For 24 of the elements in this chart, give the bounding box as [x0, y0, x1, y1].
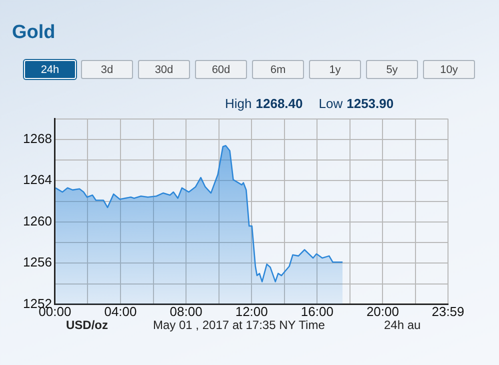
range-button: 1y — [309, 60, 361, 79]
x-tick-label: 20:00 — [366, 304, 399, 319]
y-tick-label: 1256 — [23, 254, 52, 270]
text: High 1268.40 — [225, 96, 303, 111]
range-button: 5y — [366, 60, 418, 79]
y-tick-label: 1268 — [23, 131, 52, 146]
range-button: 30d — [138, 60, 190, 79]
x-tick-label: 08:00 — [170, 304, 202, 319]
text: Low 1253.90 — [318, 96, 394, 111]
x-axis-title: May 01 , 2017 at 17:35 NY Time — [153, 318, 325, 332]
x-tick-label: 04:00 — [104, 304, 137, 319]
text: USD/oz — [66, 318, 108, 332]
range-button: 60d — [195, 60, 247, 79]
chart-title: Gold — [12, 22, 56, 44]
x-tick-label: 23:59 — [432, 304, 464, 319]
y-tick-label: 1264 — [23, 172, 52, 188]
text: 24h au — [384, 318, 421, 332]
range-button: 10y — [423, 60, 475, 79]
range-button: 6m — [252, 60, 304, 79]
y-tick-label: 1260 — [23, 213, 52, 228]
x-tick-label: 16:00 — [300, 304, 334, 319]
range-button: 24h — [24, 60, 76, 79]
x-tick-label: 12:00 — [235, 304, 268, 319]
range-button: 3d — [81, 60, 133, 79]
